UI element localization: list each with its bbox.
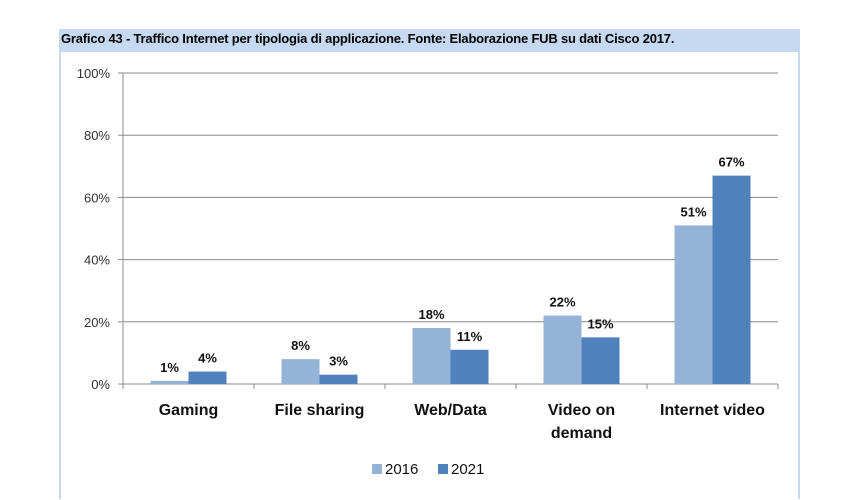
category-label: Web/Data — [414, 402, 487, 419]
data-label: 11% — [457, 329, 483, 344]
data-labels: 1% 4% 8% 3% 18% 11% 22% 15% 51% 67% — [160, 155, 745, 375]
y-tick-label: 40% — [84, 253, 110, 268]
chart-title: Grafico 43 - Traffico Internet per tipol… — [61, 31, 675, 46]
category-label: Internet video — [660, 402, 765, 419]
category-label: Video on demand — [548, 402, 615, 442]
bar-2021 — [188, 371, 227, 384]
legend-swatch-2021 — [438, 464, 448, 474]
y-tick-label: 80% — [84, 128, 110, 143]
bars — [150, 175, 751, 384]
category-label: File sharing — [275, 402, 365, 419]
bar-2021 — [450, 349, 489, 384]
data-label: 8% — [291, 338, 310, 353]
data-label: 3% — [329, 354, 348, 369]
data-label: 1% — [160, 360, 179, 375]
category-label-line: Internet video — [660, 402, 765, 419]
legend: 2016 2021 — [372, 461, 484, 478]
category-label-line: Web/Data — [414, 402, 487, 419]
category-label-line: Gaming — [159, 402, 219, 419]
y-tick-label: 0% — [91, 377, 110, 392]
chart-title-bar: Grafico 43 - Traffico Internet per tipol… — [59, 29, 800, 50]
bar-2021 — [319, 374, 358, 384]
category-label-line: Video on — [548, 402, 615, 419]
y-tick-label: 60% — [84, 190, 110, 205]
data-label: 22% — [549, 295, 575, 310]
legend-label-2021: 2021 — [451, 461, 484, 478]
y-tick-label: 20% — [84, 315, 110, 330]
bar-2016 — [281, 359, 320, 384]
data-label: 18% — [418, 307, 444, 322]
legend-swatch-2016 — [372, 464, 382, 474]
axes: 0% 20% 40% 60% 80% 100% Gaming File sharing Web/… — [77, 66, 779, 442]
category-label: Gaming — [159, 402, 219, 419]
bar-2016 — [674, 225, 713, 384]
category-label-line: File sharing — [275, 402, 365, 419]
data-label: 4% — [198, 351, 217, 366]
bar-2016 — [543, 315, 582, 384]
category-label-line: demand — [551, 425, 612, 442]
y-tick-label: 100% — [77, 66, 111, 81]
gridlines — [123, 72, 778, 323]
data-label: 51% — [680, 204, 706, 219]
legend-label-2016: 2016 — [385, 461, 418, 478]
bar-2021 — [581, 337, 620, 384]
data-label: 15% — [587, 316, 613, 331]
bar-2021 — [712, 175, 751, 384]
bar-2016 — [150, 380, 189, 384]
bar-2016 — [412, 328, 451, 384]
data-label: 67% — [718, 155, 744, 170]
